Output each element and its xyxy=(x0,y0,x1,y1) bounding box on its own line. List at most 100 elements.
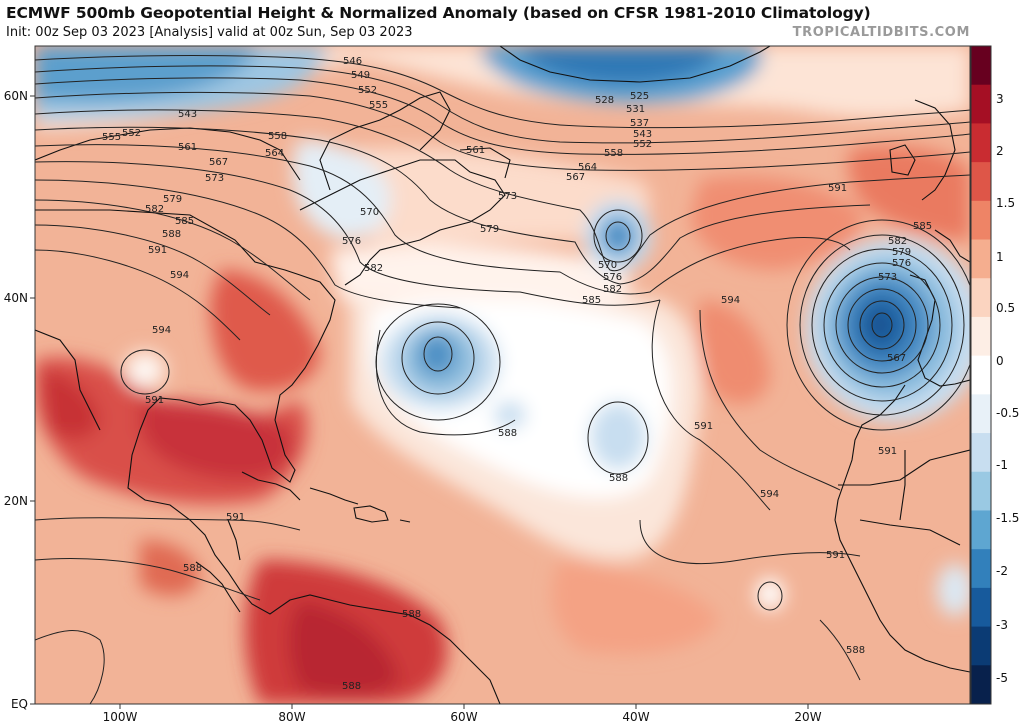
colorbar-swatch xyxy=(971,626,991,666)
contour-label: 558 xyxy=(604,148,623,159)
contour-label: 591 xyxy=(826,550,845,561)
contour-label: 591 xyxy=(694,421,713,432)
contour-label: 564 xyxy=(265,148,284,159)
colorbar-labels: 3 2 1.5 1 0.5 0 -0.5 -1 -1.5 -2 -3 -5 xyxy=(996,92,1019,685)
contour-label: 594 xyxy=(152,325,171,336)
colorbar-label: -2 xyxy=(996,564,1008,578)
map-frame xyxy=(34,45,971,705)
colorbar-label: 1.5 xyxy=(996,196,1015,210)
contour-label: 528 xyxy=(595,95,614,106)
contour-label: 591 xyxy=(828,183,847,194)
contour-label: 585 xyxy=(582,295,601,306)
contour-label: 543 xyxy=(178,109,197,120)
anomaly-shading xyxy=(35,46,970,704)
colorbar-label: -0.5 xyxy=(996,406,1019,420)
colorbar-swatch xyxy=(971,46,991,86)
lat-label-60n: 60N xyxy=(4,89,28,103)
colorbar-swatch xyxy=(971,549,991,589)
lon-label-100w: 100W xyxy=(103,710,138,724)
contour-label: 594 xyxy=(760,489,779,500)
colorbar-swatch xyxy=(971,239,991,279)
contour-label: 537 xyxy=(630,118,649,129)
colorbar-swatch xyxy=(971,316,991,357)
contour-label: 525 xyxy=(630,91,649,102)
contour-label: 531 xyxy=(626,104,645,115)
contour-label: 543 xyxy=(633,129,652,140)
lat-label-eq: EQ xyxy=(11,697,28,711)
contour-label: 552 xyxy=(358,85,377,96)
latitude-axis: 60N 40N 20N EQ xyxy=(4,89,35,711)
colorbar-swatch xyxy=(971,587,991,628)
contour-label: 552 xyxy=(122,128,141,139)
contour-label: 573 xyxy=(498,191,517,202)
lon-label-60w: 60W xyxy=(450,710,477,724)
brand-watermark: TROPICALTIDBITS.COM xyxy=(792,25,970,40)
colorbar-swatch xyxy=(971,471,991,511)
colorbar-label: -1.5 xyxy=(996,511,1019,525)
colorbar-swatch xyxy=(971,394,991,434)
contour-label: 579 xyxy=(163,194,182,205)
colorbar-label: 2 xyxy=(996,144,1004,158)
contour-label: 582 xyxy=(888,236,907,247)
contour-label: 582 xyxy=(364,263,383,274)
contour-label: 567 xyxy=(887,353,906,364)
height-contours xyxy=(35,55,970,704)
colorbar xyxy=(970,45,992,705)
contour-label: 588 xyxy=(609,473,628,484)
contour-label: 585 xyxy=(175,216,194,227)
contour-label: 594 xyxy=(170,270,189,281)
contour-label: 564 xyxy=(578,162,597,173)
contour-label: 582 xyxy=(603,284,622,295)
contour-label: 585 xyxy=(913,221,932,232)
contour-labels: 546 549 552 555 543 555 552 561 567 573 … xyxy=(102,56,932,692)
colorbar-swatch xyxy=(971,355,991,395)
contour-label: 552 xyxy=(633,139,652,150)
longitude-axis: 100W 80W 60W 40W 20W xyxy=(103,704,822,724)
colorbar-frame xyxy=(970,45,992,705)
contour-label: 546 xyxy=(343,56,362,67)
colorbar-swatch xyxy=(971,433,991,473)
contour-label: 591 xyxy=(148,245,167,256)
map-title: ECMWF 500mb Geopotential Height & Normal… xyxy=(6,4,871,22)
colorbar-label: 3 xyxy=(996,92,1004,106)
colorbar-label: -3 xyxy=(996,618,1008,632)
colorbar-label: 0.5 xyxy=(996,301,1015,315)
contour-label: 591 xyxy=(878,446,897,457)
contour-label: 549 xyxy=(351,70,370,81)
map-subtitle: Init: 00z Sep 03 2023 [Analysis] valid a… xyxy=(6,25,413,40)
lon-label-80w: 80W xyxy=(278,710,305,724)
map-field: 546 549 552 555 543 555 552 561 567 573 … xyxy=(35,46,970,704)
colorbar-swatch xyxy=(971,200,991,241)
contour-label: 555 xyxy=(369,100,388,111)
lon-label-40w: 40W xyxy=(622,710,649,724)
contour-label: 573 xyxy=(205,173,224,184)
lat-label-40n: 40N xyxy=(4,291,28,305)
lon-label-20w: 20W xyxy=(794,710,821,724)
colorbar-swatch xyxy=(971,84,991,124)
contour-label: 576 xyxy=(342,236,361,247)
contour-label: 573 xyxy=(878,272,897,283)
contour-label: 561 xyxy=(178,142,197,153)
colorbar-label: -5 xyxy=(996,671,1008,685)
contour-label: 591 xyxy=(145,395,164,406)
contour-label: 567 xyxy=(209,157,228,168)
contour-label: 591 xyxy=(226,512,245,523)
colorbar-swatch xyxy=(971,162,991,202)
contour-label: 588 xyxy=(402,609,421,620)
contour-label: 561 xyxy=(466,145,485,156)
colorbar-swatch xyxy=(971,665,991,705)
lat-label-20n: 20N xyxy=(4,494,28,508)
colorbar-label: 0 xyxy=(996,354,1004,368)
contour-label: 555 xyxy=(102,132,121,143)
contour-label: 588 xyxy=(846,645,865,656)
contour-label: 579 xyxy=(892,247,911,258)
contour-label: 588 xyxy=(183,563,202,574)
colorbar-swatch xyxy=(971,123,991,163)
contour-label: 594 xyxy=(721,295,740,306)
colorbar-swatch xyxy=(971,278,991,318)
contour-label: 576 xyxy=(603,272,622,283)
contour-label: 582 xyxy=(145,204,164,215)
colorbar-label: 1 xyxy=(996,250,1004,264)
contour-label: 588 xyxy=(498,428,517,439)
